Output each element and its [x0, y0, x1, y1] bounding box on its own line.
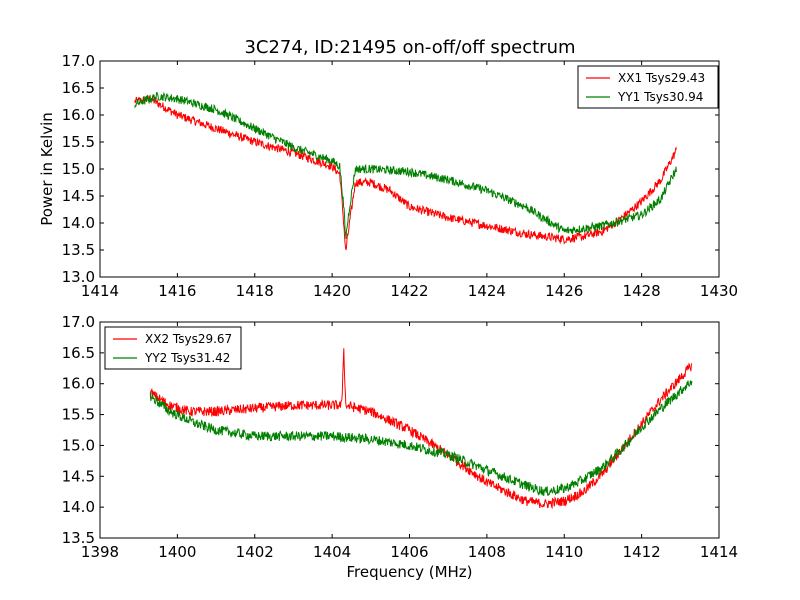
y-tick-label: 17.0: [62, 52, 95, 70]
y-tick-label: 15.0: [62, 436, 95, 454]
x-tick-label: 1410: [545, 543, 583, 561]
series-line-xx2: [149, 348, 693, 510]
x-tick-label: 1426: [545, 282, 583, 300]
chart-title: 3C274, ID:21495 on-off/off spectrum: [244, 37, 575, 58]
y-tick-label: 13.5: [62, 241, 95, 259]
legend: XX2 Tsys29.67 YY2 Tsys31.42: [104, 326, 242, 370]
x-tick-label: 1430: [700, 282, 738, 300]
y-tick-label: 13.5: [62, 529, 95, 547]
y-tick-label: 17.0: [62, 313, 95, 331]
bottom-spectrum-panel: 1398 1400 1402 1404 1406 1408 1410 1412 1414 13.5…: [62, 313, 739, 581]
x-tick-label: 1402: [236, 543, 274, 561]
x-tick-label: 1414: [81, 282, 119, 300]
y-tick-label: 14.5: [62, 467, 95, 485]
x-tick-label: 1404: [313, 543, 351, 561]
legend-entry: XX1 Tsys29.43: [618, 71, 705, 85]
y-tick-label: 16.0: [62, 106, 95, 124]
legend-box: [577, 65, 719, 109]
x-tick-label: 1414: [700, 543, 738, 561]
x-tick-label: 1420: [313, 282, 351, 300]
y-tick-label: 15.0: [62, 160, 95, 178]
y-axis-label: Power in Kelvin: [38, 112, 56, 226]
x-axis-label: Frequency (MHz): [346, 563, 472, 581]
y-tick-label: 16.5: [62, 344, 95, 362]
x-tick-label: 1408: [468, 543, 506, 561]
top-spectrum-panel: 1414 1416 1418 1420 1422 1424 1426 1428 1430 13.0…: [38, 52, 738, 300]
legend-box: [104, 326, 242, 370]
x-tick-label: 1418: [236, 282, 274, 300]
x-tick-label: 1398: [81, 543, 119, 561]
series-line-yy2: [149, 380, 693, 497]
x-tick-label: 1406: [390, 543, 428, 561]
x-tick-label: 1416: [158, 282, 196, 300]
y-tick-label: 15.5: [62, 406, 95, 424]
y-tick-label: 16.0: [62, 375, 95, 393]
y-tick-label: 14.0: [62, 498, 95, 516]
x-tick-label: 1428: [623, 282, 661, 300]
x-tick-label: 1422: [390, 282, 428, 300]
x-tick-label: 1412: [623, 543, 661, 561]
legend-entry: YY2 Tsys31.42: [144, 351, 230, 365]
legend-entry: XX2 Tsys29.67: [145, 332, 232, 346]
legend: XX1 Tsys29.43 YY1 Tsys30.94: [577, 65, 719, 109]
y-tick-label: 13.0: [62, 268, 95, 286]
y-tick-label: 14.5: [62, 187, 95, 205]
x-tick-label: 1424: [468, 282, 506, 300]
legend-entry: YY1 Tsys30.94: [617, 90, 703, 104]
series-line-xx1: [134, 94, 677, 251]
y-tick-label: 15.5: [62, 133, 95, 151]
series-line-yy1: [134, 91, 677, 239]
y-tick-label: 14.0: [62, 214, 95, 232]
y-tick-label: 16.5: [62, 79, 95, 97]
x-tick-label: 1400: [158, 543, 196, 561]
